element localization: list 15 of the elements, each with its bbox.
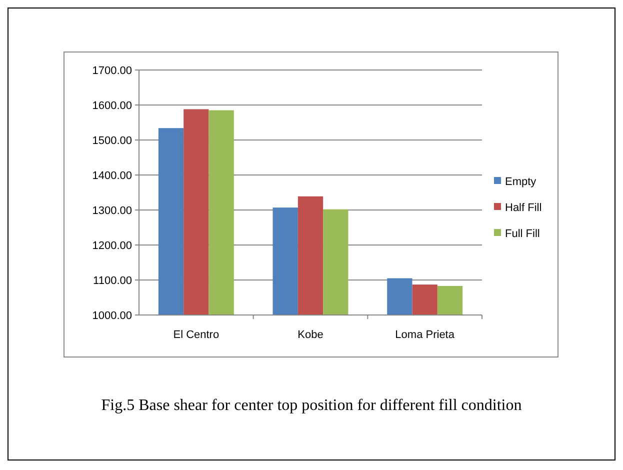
y-tick-label: 1200.00 (92, 240, 132, 252)
y-tick-label: 1400.00 (92, 170, 132, 182)
x-tick-label: Loma Prieta (395, 329, 456, 341)
y-tick-label: 1500.00 (92, 134, 132, 147)
y-tick-label: 1000.00 (92, 310, 132, 322)
legend-label: Half Fill (505, 202, 542, 214)
legend-label: Empty (505, 176, 537, 188)
legend-label: Full Fill (505, 228, 540, 240)
y-tick-label: 1100.00 (93, 274, 132, 287)
caption: Fig.5 Base shear for center top position for different fill condition (101, 397, 522, 414)
y-tick-label: 1300.00 (92, 204, 132, 217)
y-tick-label: 1600.00 (92, 100, 132, 112)
x-tick-label: El Centro (173, 329, 220, 341)
x-tick-label: Kobe (298, 329, 324, 341)
y-tick-label: 1700.00 (92, 64, 132, 77)
